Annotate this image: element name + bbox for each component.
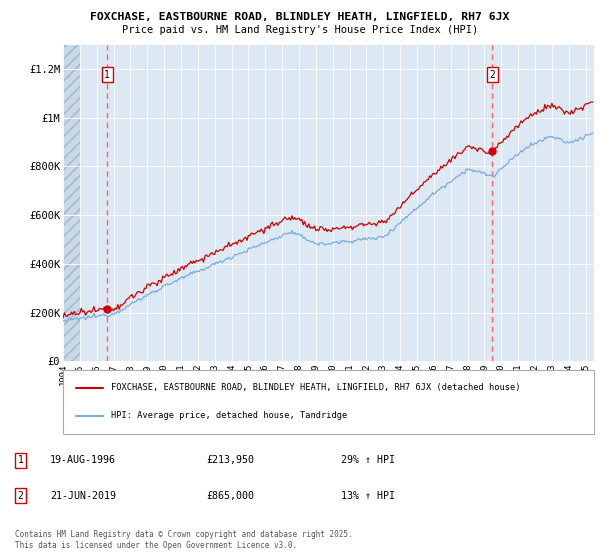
Text: 29% ↑ HPI: 29% ↑ HPI [341, 455, 395, 465]
Text: 21-JUN-2019: 21-JUN-2019 [50, 491, 116, 501]
Text: 2: 2 [18, 491, 23, 501]
Text: 1: 1 [104, 70, 110, 80]
Text: Price paid vs. HM Land Registry's House Price Index (HPI): Price paid vs. HM Land Registry's House … [122, 25, 478, 35]
Text: 2: 2 [490, 70, 495, 80]
Text: FOXCHASE, EASTBOURNE ROAD, BLINDLEY HEATH, LINGFIELD, RH7 6JX: FOXCHASE, EASTBOURNE ROAD, BLINDLEY HEAT… [91, 12, 509, 22]
Text: HPI: Average price, detached house, Tandridge: HPI: Average price, detached house, Tand… [111, 412, 347, 421]
Text: 19-AUG-1996: 19-AUG-1996 [50, 455, 116, 465]
Bar [63, 45, 80, 361]
Text: £213,950: £213,950 [206, 455, 254, 465]
Text: 13% ↑ HPI: 13% ↑ HPI [341, 491, 395, 501]
Text: Contains HM Land Registry data © Crown copyright and database right 2025.
This d: Contains HM Land Registry data © Crown c… [15, 530, 352, 550]
Text: £865,000: £865,000 [206, 491, 254, 501]
Text: FOXCHASE, EASTBOURNE ROAD, BLINDLEY HEATH, LINGFIELD, RH7 6JX (detached house): FOXCHASE, EASTBOURNE ROAD, BLINDLEY HEAT… [111, 383, 520, 392]
Text: 1: 1 [18, 455, 23, 465]
